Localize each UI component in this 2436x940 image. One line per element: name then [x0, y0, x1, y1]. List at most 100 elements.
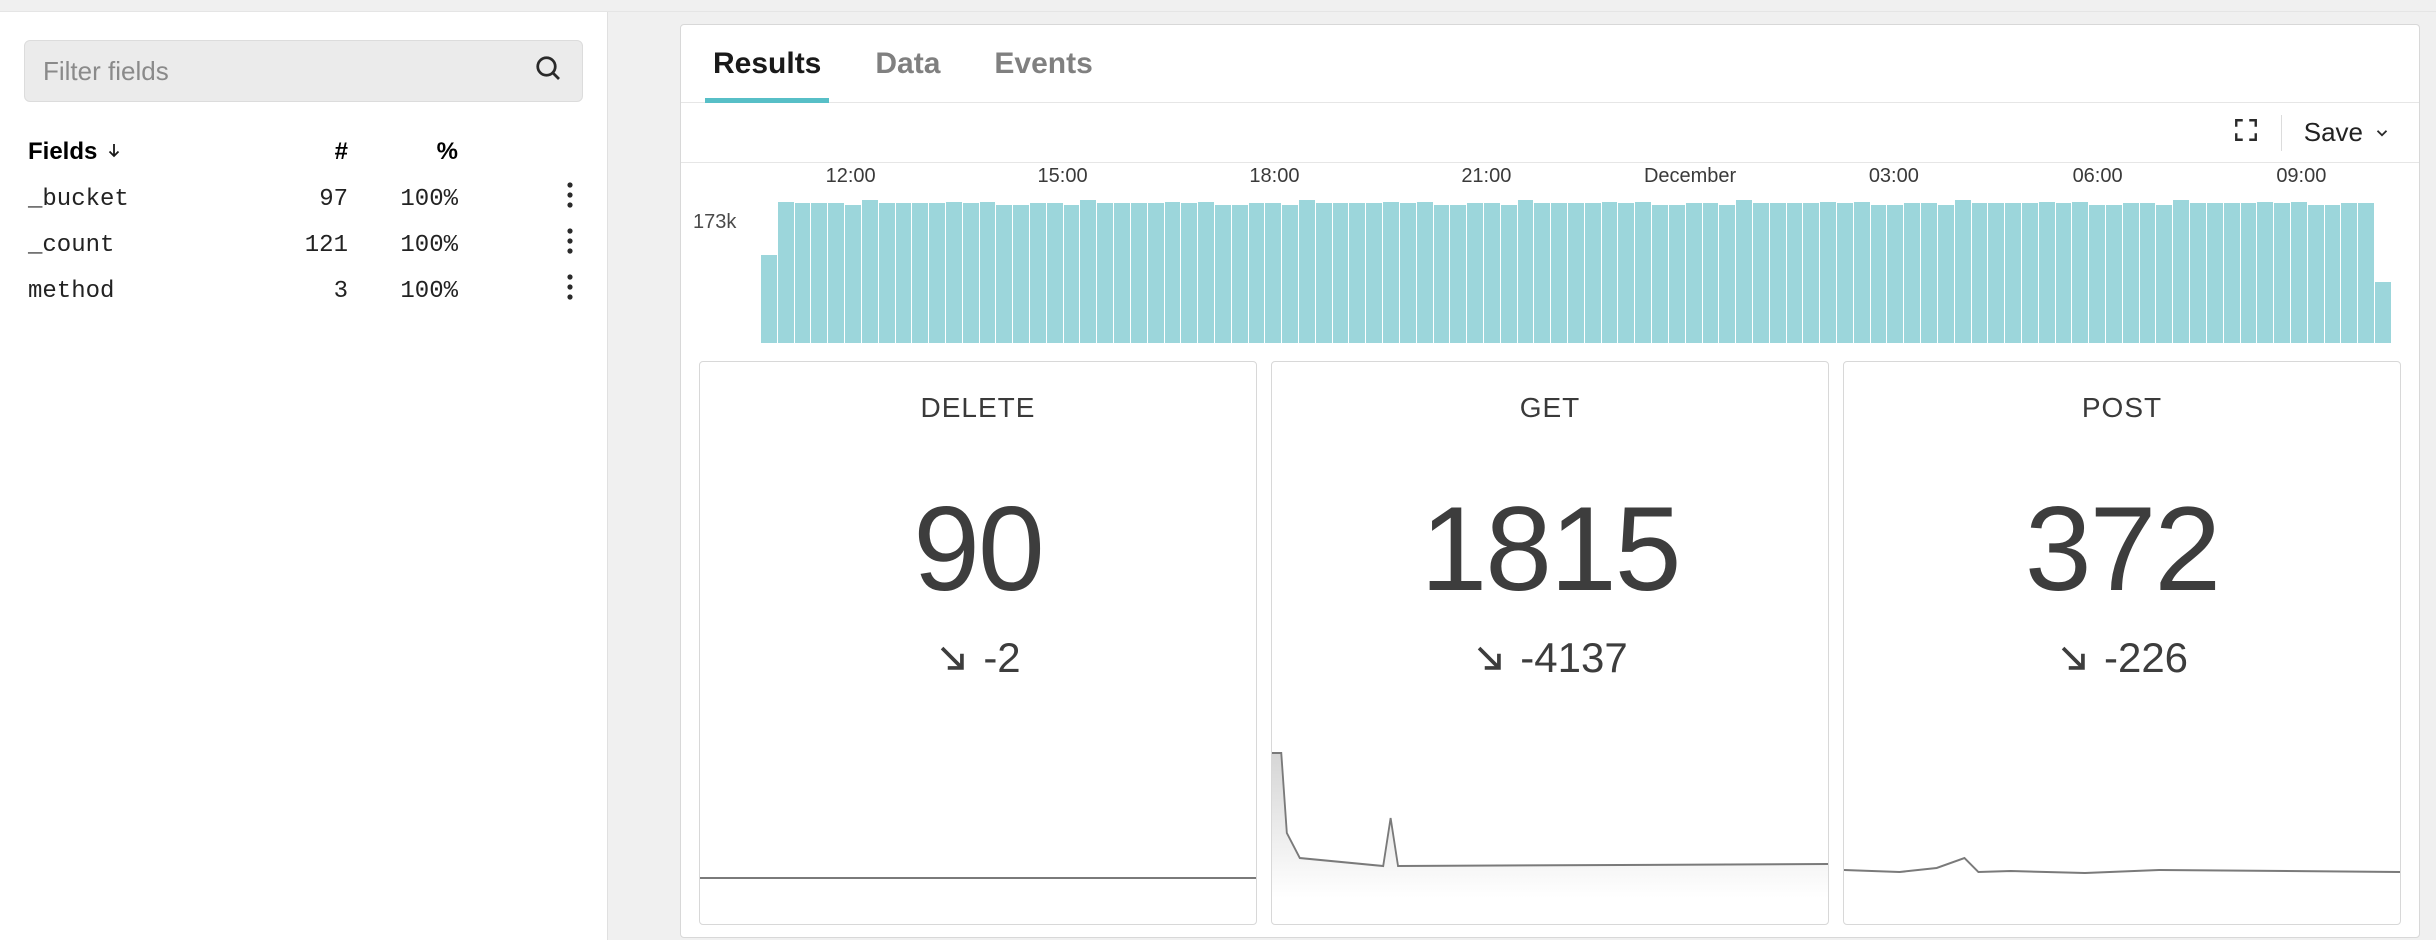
histogram-bar	[1703, 203, 1719, 343]
histogram-bar	[1215, 205, 1231, 343]
time-axis-label: 03:00	[1869, 165, 1919, 188]
histogram-bar	[828, 203, 844, 343]
tab-data[interactable]: Data	[875, 25, 940, 102]
metric-card-sparkline	[1272, 748, 1828, 898]
histogram-bar	[1854, 202, 1870, 343]
histogram-bar	[1484, 203, 1500, 343]
search-icon[interactable]	[534, 54, 564, 89]
time-axis-label: 06:00	[2073, 165, 2123, 188]
field-pct: 100%	[348, 232, 458, 259]
histogram-bar	[1787, 203, 1803, 343]
histogram-bar	[811, 203, 827, 343]
fields-sidebar: Fields # % _bucket97100%_count121100%met…	[0, 12, 608, 940]
toolbar-divider	[2281, 115, 2282, 151]
histogram-bar	[2257, 202, 2273, 343]
histogram-bar	[1501, 205, 1517, 343]
histogram-bar	[1803, 203, 1819, 343]
histogram-bar	[1585, 203, 1601, 343]
field-pct: 100%	[348, 186, 458, 213]
histogram-bar	[1669, 205, 1685, 343]
metric-card-delta-value: -4137	[1520, 634, 1627, 682]
toolbar-row: Save	[681, 103, 2419, 163]
histogram-area[interactable]: 173k 12:0015:0018:0021:00December03:0006…	[681, 163, 2419, 343]
histogram-bar	[2022, 203, 2038, 343]
metric-card-sparkline	[700, 748, 1256, 898]
window-topbar	[0, 0, 2436, 12]
kebab-icon[interactable]	[567, 274, 573, 300]
histogram-bar	[2039, 202, 2055, 343]
metric-card[interactable]: DELETE90-2	[699, 361, 1257, 925]
fullscreen-icon[interactable]	[2233, 117, 2259, 148]
trend-down-icon	[2056, 641, 2090, 675]
histogram-bar	[1265, 203, 1281, 343]
time-axis-label: 15:00	[1038, 165, 1088, 188]
filter-fields-wrap[interactable]	[24, 40, 583, 102]
histogram-bar	[1131, 203, 1147, 343]
histogram-bar	[2207, 203, 2223, 343]
field-menu[interactable]	[458, 274, 579, 308]
field-row[interactable]: _count121100%	[24, 222, 583, 268]
field-name: method	[28, 278, 238, 305]
metric-card[interactable]: POST372-226	[1843, 361, 2401, 925]
results-panel: Results Data Events Save	[680, 24, 2420, 938]
field-count: 121	[238, 232, 348, 259]
kebab-icon[interactable]	[567, 182, 573, 208]
chevron-down-icon	[2373, 124, 2391, 142]
histogram-bar	[1871, 205, 1887, 343]
fields-col-pct[interactable]: %	[348, 138, 458, 166]
kebab-icon[interactable]	[567, 228, 573, 254]
field-menu[interactable]	[458, 182, 579, 216]
histogram-bar	[1349, 203, 1365, 343]
tabs-row: Results Data Events	[681, 25, 2419, 103]
save-button[interactable]: Save	[2304, 117, 2391, 148]
time-axis-label: December	[1644, 165, 1736, 188]
save-button-label: Save	[2304, 117, 2363, 148]
filter-fields-input[interactable]	[43, 56, 534, 87]
field-row[interactable]: _bucket97100%	[24, 176, 583, 222]
histogram-bar	[1887, 205, 1903, 343]
histogram-bar	[862, 200, 878, 343]
histogram-bar	[2072, 202, 2088, 343]
metric-card-delta-value: -2	[983, 634, 1020, 682]
histogram-bar	[2190, 203, 2206, 343]
histogram-bar	[2173, 200, 2189, 343]
histogram-bar	[912, 203, 928, 343]
tab-events[interactable]: Events	[994, 25, 1092, 102]
histogram-bar	[1400, 203, 1416, 343]
histogram-bar	[946, 202, 962, 343]
histogram-bar	[1551, 203, 1567, 343]
histogram-bar	[1030, 203, 1046, 343]
fields-col-name[interactable]: Fields	[28, 138, 238, 166]
trend-down-icon	[1472, 641, 1506, 675]
histogram-bar	[1602, 202, 1618, 343]
histogram-bar	[1064, 205, 1080, 343]
histogram-bar	[778, 202, 794, 343]
histogram-bar	[1972, 203, 1988, 343]
histogram-bar	[1635, 202, 1651, 343]
tab-results[interactable]: Results	[713, 25, 821, 102]
fields-col-hash[interactable]: #	[238, 138, 348, 166]
histogram-y-label: 173k	[693, 211, 736, 234]
histogram-bar	[1366, 203, 1382, 343]
field-menu[interactable]	[458, 228, 579, 262]
field-pct: 100%	[348, 278, 458, 305]
histogram-bar	[1686, 203, 1702, 343]
metric-card-delta: -4137	[1472, 634, 1627, 682]
histogram-bar	[1249, 203, 1265, 343]
histogram-bar	[879, 203, 895, 343]
field-row[interactable]: method3100%	[24, 268, 583, 314]
histogram-bar	[2291, 202, 2307, 343]
histogram-bar	[929, 203, 945, 343]
histogram-bar	[845, 205, 861, 343]
histogram-bar	[2089, 205, 2105, 343]
main-area: Results Data Events Save	[608, 12, 2436, 940]
histogram-bar	[1232, 205, 1248, 343]
histogram-bar	[2325, 205, 2341, 343]
histogram-bar	[2341, 203, 2357, 343]
histogram-bar	[2156, 205, 2172, 343]
histogram-bar	[2123, 203, 2139, 343]
metric-card[interactable]: GET1815-4137	[1271, 361, 1829, 925]
field-count: 97	[238, 186, 348, 213]
field-count: 3	[238, 278, 348, 305]
histogram-bar	[963, 203, 979, 343]
